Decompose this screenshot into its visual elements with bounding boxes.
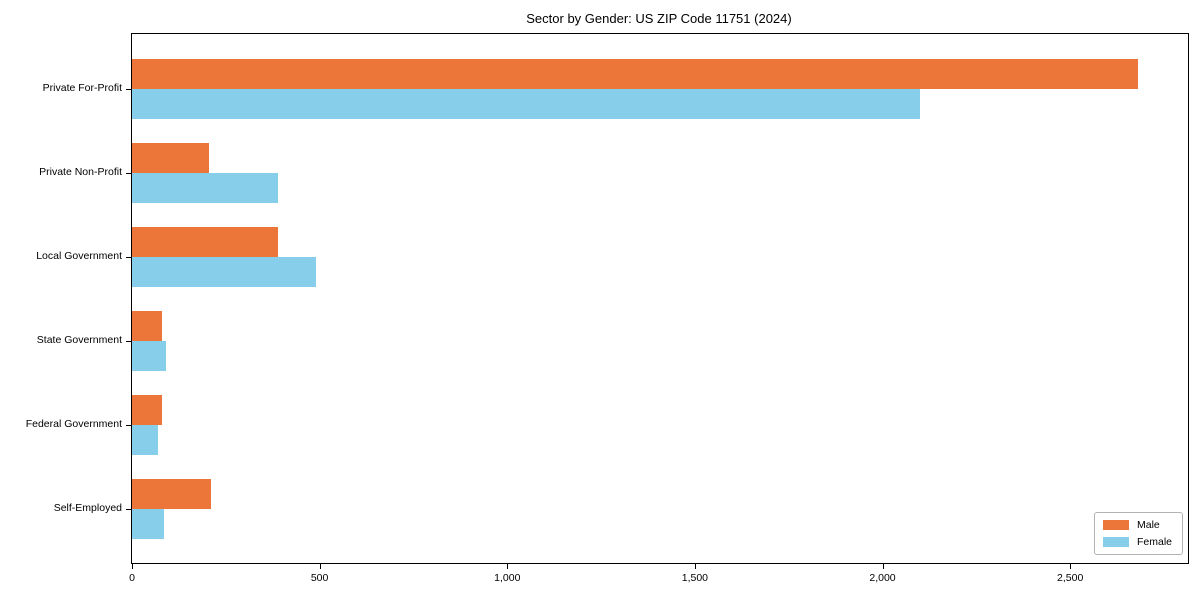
legend-label: Male [1136, 519, 1160, 531]
chart-title: Sector by Gender: US ZIP Code 11751 (202… [526, 11, 792, 26]
y-tick-label: State Government [36, 334, 122, 346]
legend-label: Female [1136, 536, 1172, 548]
x-tick-label: 1,000 [494, 572, 521, 584]
y-tick-mark [126, 425, 131, 426]
y-tick-label: Self-Employed [53, 502, 122, 514]
bar-male-4 [132, 395, 162, 425]
plot-area: Male Female Private For-Profit Private Non… [26, 33, 1189, 584]
legend: Male Female [1093, 512, 1183, 555]
bar-male-0 [132, 59, 1138, 89]
x-tick-mark [132, 564, 133, 569]
bar-female-0 [132, 89, 921, 119]
y-tick-mark [126, 341, 131, 342]
y-tick-label: Federal Government [25, 418, 122, 430]
bar-female-1 [132, 173, 279, 203]
y-tick-mark [126, 509, 131, 510]
bar-female-3 [132, 341, 166, 371]
y-tick-label: Private Non-Profit [39, 166, 122, 178]
bar-male-2 [132, 227, 279, 257]
x-tick-label: 2,000 [869, 572, 896, 584]
y-tick-label: Private For-Profit [42, 82, 122, 94]
x-tick-label: 0 [129, 572, 135, 584]
bar-female-5 [132, 509, 164, 539]
x-tick-label: 500 [310, 572, 329, 584]
y-tick-mark [126, 89, 131, 90]
x-tick-label: 2,500 [1057, 572, 1084, 584]
y-tick-label: Local Government [36, 250, 122, 262]
bar-female-2 [132, 257, 316, 287]
bar-male-5 [132, 479, 211, 509]
legend-item-male: Male [1102, 519, 1172, 531]
bar-female-4 [132, 425, 159, 455]
legend-swatch-female [1102, 537, 1129, 547]
legend-swatch-male [1102, 520, 1129, 530]
bar-male-1 [132, 143, 209, 173]
x-tick-label: 1,500 [681, 572, 709, 584]
x-tick-mark [507, 564, 509, 569]
x-tick-mark [694, 564, 696, 569]
legend-item-female: Female [1102, 536, 1172, 548]
y-tick-mark [126, 173, 131, 174]
x-tick-mark [319, 564, 321, 569]
bar-male-3 [132, 311, 162, 341]
x-tick-mark [1070, 564, 1072, 569]
y-tick-mark [126, 257, 131, 258]
x-tick-mark [882, 564, 884, 569]
